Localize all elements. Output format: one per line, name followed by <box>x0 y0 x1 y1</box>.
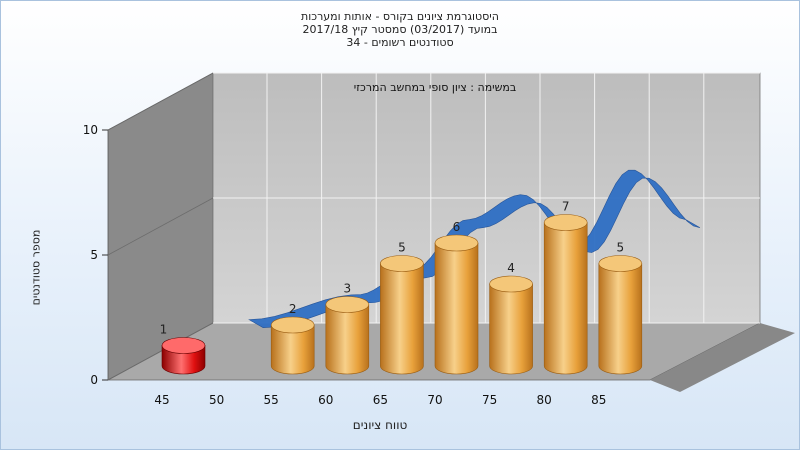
bar-body-80 <box>543 222 588 375</box>
bar-top-60 <box>325 296 370 313</box>
bar-top-75 <box>489 275 533 293</box>
bar-55: 2 <box>270 302 315 375</box>
floor-edge <box>650 323 795 392</box>
bar-body-75 <box>489 283 533 375</box>
bar-70: 6 <box>434 220 479 375</box>
side-grid-2 <box>107 72 214 131</box>
bar-85: 5 <box>598 241 643 375</box>
bar-75: 4 <box>489 261 533 375</box>
x-tick-label-4: 65 <box>373 393 388 407</box>
x-tick-label-7: 80 <box>537 393 552 407</box>
bar-top-65 <box>380 255 424 272</box>
x-tick-label-0: 45 <box>154 393 169 407</box>
bar-45: 1 <box>160 323 206 375</box>
bar-80: 7 <box>543 200 588 375</box>
bar-body-55 <box>270 324 315 375</box>
bar-body-65 <box>380 263 424 375</box>
data-label-65: 5 <box>398 241 406 255</box>
bar-top-70 <box>434 234 479 252</box>
side-grid-0 <box>107 322 214 381</box>
floor <box>107 322 761 381</box>
side-grid-1 <box>107 197 214 256</box>
x-axis-label: טווח ציונים <box>352 418 408 432</box>
bar-top-85 <box>598 255 643 272</box>
data-label-70: 6 <box>453 220 461 234</box>
data-label-85: 5 <box>616 241 624 255</box>
data-label-80: 7 <box>562 200 570 214</box>
x-tick-label-5: 70 <box>427 393 442 407</box>
y-tick-label-1: 5 <box>90 248 98 262</box>
y-axis-label: מספר סטודנטים <box>29 229 43 306</box>
chart-title: היסטוגרמת ציונים בקורס - אותות ומערכות ב… <box>0 10 800 49</box>
bar-body-60 <box>325 304 370 375</box>
data-label-55: 2 <box>289 302 297 316</box>
y-tick-label-0: 0 <box>90 373 98 387</box>
bar-body-85 <box>598 263 643 375</box>
bar-top-55 <box>270 316 315 334</box>
title-line-2: במועד (03/2017) סמסטר קיץ 2017/18 <box>302 23 498 36</box>
data-label-75: 4 <box>507 261 515 275</box>
x-tick-label-6: 75 <box>482 393 497 407</box>
bar-body-70 <box>434 242 479 375</box>
x-tick-label-8: 85 <box>591 393 606 407</box>
y-tick-label-2: 10 <box>83 123 98 137</box>
data-label-45: 1 <box>160 323 168 337</box>
bar-60: 3 <box>325 282 370 375</box>
bar-top-45 <box>161 337 206 354</box>
title-line-1: היסטוגרמת ציונים בקורס - אותות ומערכות <box>301 10 499 23</box>
data-label-60: 3 <box>343 282 351 296</box>
title-line-3: סטודנטים רשומים - 34 <box>346 36 454 49</box>
bar-top-80 <box>543 214 588 231</box>
x-tick-label-3: 60 <box>318 393 333 407</box>
x-tick-label-2: 55 <box>264 393 279 407</box>
subtitle-text: במשימה : ציון סופי במחשב המרכזי <box>354 81 517 94</box>
bar-65: 5 <box>380 241 424 375</box>
x-tick-label-1: 50 <box>209 393 224 407</box>
